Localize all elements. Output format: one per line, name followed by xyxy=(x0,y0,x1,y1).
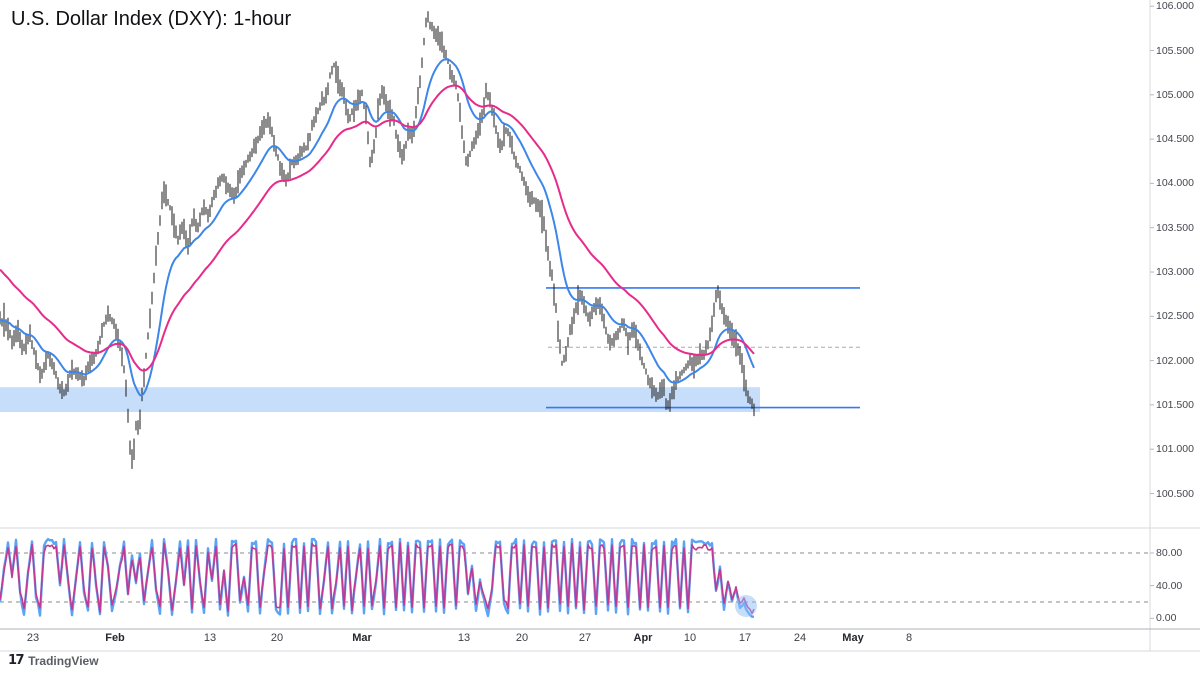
tradingview-logo-icon: 17 xyxy=(8,653,25,668)
tradingview-logo-text: TradingView xyxy=(28,653,99,668)
page-title: U.S. Dollar Index (DXY): 1-hour xyxy=(11,8,292,30)
tradingview-watermark: 17 TradingView xyxy=(8,653,99,668)
